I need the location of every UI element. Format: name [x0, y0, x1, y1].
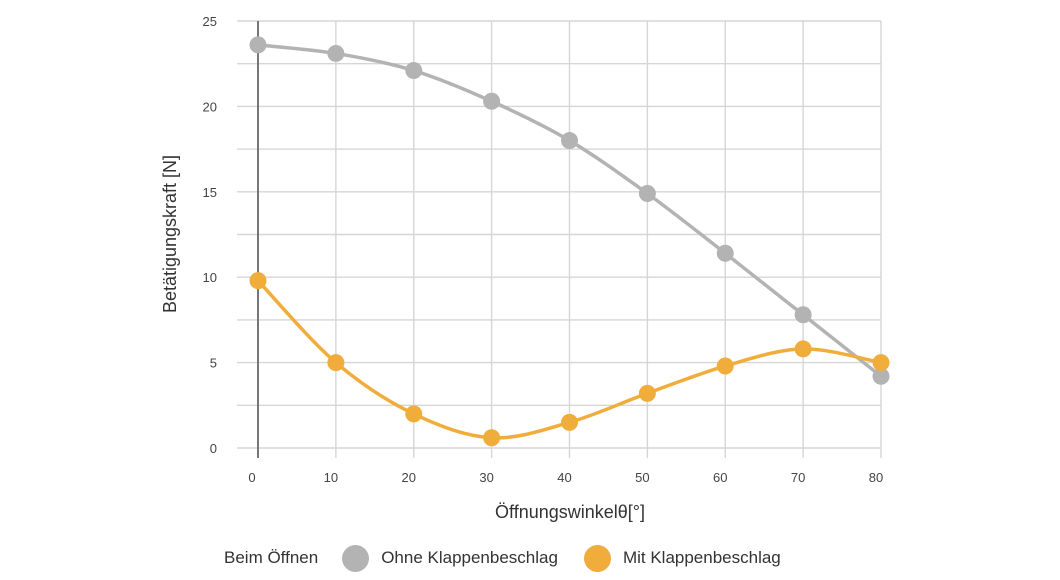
data-point-ohne: [561, 132, 578, 150]
data-point-ohne: [327, 44, 345, 62]
legend-swatch-ohne: [342, 544, 370, 572]
legend: Beim Öffnen Ohne Klappenbeschlag Mit Kla…: [224, 543, 807, 573]
legend-item-ohne: Ohne Klappenbeschlag: [342, 544, 558, 572]
x-tick-label: 70: [791, 470, 805, 485]
data-point-mit: [327, 354, 345, 372]
data-point-ohne: [483, 92, 501, 110]
data-point-mit: [638, 384, 656, 402]
x-axis-ticks: 0 10 20 30 40 50 60 70 80: [248, 470, 883, 485]
data-point-mit: [405, 405, 423, 423]
x-tick-label: 10: [324, 470, 338, 485]
y-tick-label: 10: [203, 270, 217, 285]
x-axis-label: Öffnungswinkelθ[°]: [495, 502, 645, 522]
data-point-mit: [483, 429, 501, 447]
grid: [237, 20, 882, 458]
data-point-mit: [561, 413, 578, 431]
y-axis-label: Betätigungskraft [N]: [160, 155, 180, 313]
x-tick-label: 30: [479, 470, 493, 485]
x-tick-label: 80: [869, 470, 883, 485]
data-point-ohne: [716, 244, 734, 262]
data-point-ohne: [872, 367, 890, 385]
x-tick-label: 20: [402, 470, 416, 485]
x-tick-label: 50: [635, 470, 649, 485]
legend-item-mit: Mit Klappenbeschlag: [583, 544, 781, 572]
y-tick-label: 15: [203, 185, 217, 200]
y-tick-label: 20: [203, 99, 217, 114]
line-chart: 0 5 10 15 20 25 0 10 20 30 40 50 60 70 80 Öffnungswin…: [160, 14, 890, 522]
data-point-ohne: [405, 62, 423, 80]
y-tick-label: 5: [210, 356, 217, 371]
series-layer: [249, 36, 890, 447]
data-point-mit: [794, 340, 812, 358]
legend-label-ohne: Ohne Klappenbeschlag: [381, 548, 558, 567]
data-point-mit: [716, 357, 734, 375]
x-tick-label: 0: [248, 470, 255, 485]
data-point-mit: [249, 272, 267, 290]
y-tick-label: 0: [210, 441, 217, 456]
legend-label-mit: Mit Klappenbeschlag: [622, 548, 781, 567]
data-point-ohne: [249, 36, 267, 54]
data-point-ohne: [638, 185, 656, 203]
x-tick-label: 40: [557, 470, 571, 485]
legend-swatch-mit: [583, 544, 611, 572]
y-axis-ticks: 0 5 10 15 20 25: [203, 14, 217, 456]
x-tick-label: 60: [713, 470, 727, 485]
data-point-mit: [872, 354, 890, 372]
data-point-ohne: [794, 306, 812, 324]
legend-title: Beim Öffnen: [224, 548, 319, 567]
y-tick-label: 25: [203, 14, 217, 29]
